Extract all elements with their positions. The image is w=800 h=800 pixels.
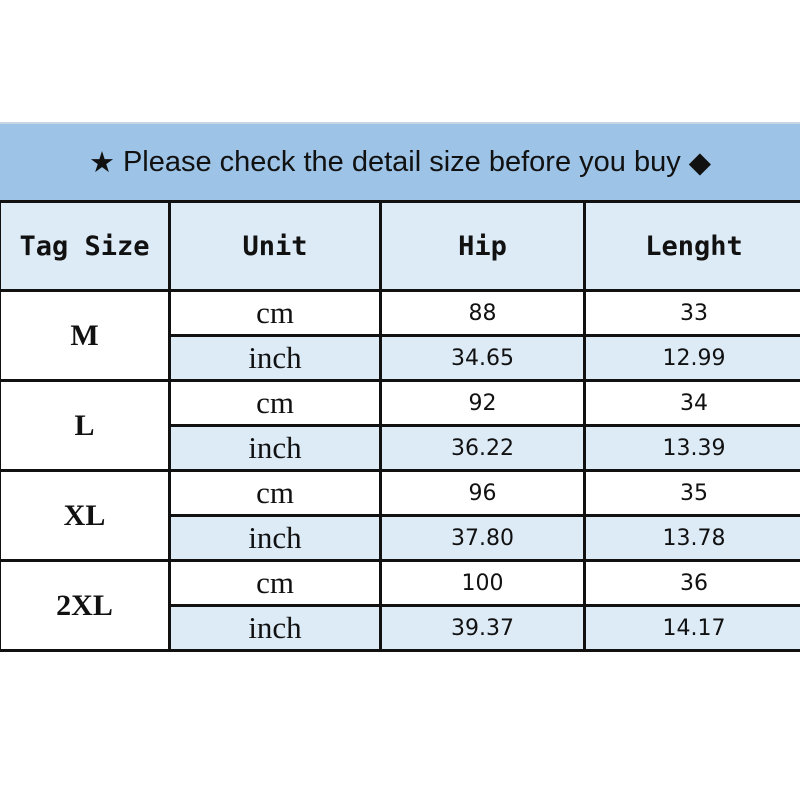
unit-cell: inch bbox=[168, 334, 382, 382]
unit-cell: cm bbox=[168, 379, 382, 427]
unit-cell: inch bbox=[168, 514, 382, 562]
header-length: Lenght bbox=[583, 200, 800, 292]
unit-cell: cm bbox=[168, 559, 382, 607]
header-row: Tag Size Unit Hip Lenght bbox=[0, 200, 800, 292]
hip-cell: 36.22 bbox=[379, 424, 586, 472]
table-row: 2XL cm 100 36 bbox=[0, 559, 800, 652]
unit-cell: cm bbox=[168, 469, 382, 517]
star-icon: ★ bbox=[88, 146, 115, 179]
table-row: inch 39.37 14.17 bbox=[0, 604, 800, 652]
header-hip: Hip bbox=[379, 200, 586, 292]
tag-size: 2XL bbox=[0, 559, 171, 652]
hip-cell: 39.37 bbox=[379, 604, 586, 652]
table-row: inch 34.65 12.99 bbox=[0, 334, 800, 382]
length-cell: 34 bbox=[583, 379, 800, 427]
table-row: inch 36.22 13.39 bbox=[0, 424, 800, 472]
diamond-icon: ◆ bbox=[688, 146, 712, 179]
hip-cell: 37.80 bbox=[379, 514, 586, 562]
table-row: inch 37.80 13.78 bbox=[0, 514, 800, 562]
hip-cell: 100 bbox=[379, 559, 586, 607]
hip-cell: 34.65 bbox=[379, 334, 586, 382]
table-row: XL cm 96 35 bbox=[0, 469, 800, 562]
length-cell: 14.17 bbox=[583, 604, 800, 652]
length-cell: 13.39 bbox=[583, 424, 800, 472]
hip-cell: 96 bbox=[379, 469, 586, 517]
length-cell: 36 bbox=[583, 559, 800, 607]
tag-size: M bbox=[0, 289, 171, 382]
length-cell: 12.99 bbox=[583, 334, 800, 382]
tag-size: L bbox=[0, 379, 171, 472]
unit-cell: inch bbox=[168, 424, 382, 472]
banner: ★ Please check the detail size before yo… bbox=[0, 122, 800, 200]
banner-text: Please check the detail size before you … bbox=[122, 145, 681, 178]
hip-cell: 92 bbox=[379, 379, 586, 427]
unit-cell: cm bbox=[168, 289, 382, 337]
length-cell: 33 bbox=[583, 289, 800, 337]
length-cell: 13.78 bbox=[583, 514, 800, 562]
header-tag-size: Tag Size bbox=[0, 200, 171, 292]
header-unit: Unit bbox=[168, 200, 382, 292]
length-cell: 35 bbox=[583, 469, 800, 517]
hip-cell: 88 bbox=[379, 289, 586, 337]
tag-size: XL bbox=[0, 469, 171, 562]
unit-cell: inch bbox=[168, 604, 382, 652]
